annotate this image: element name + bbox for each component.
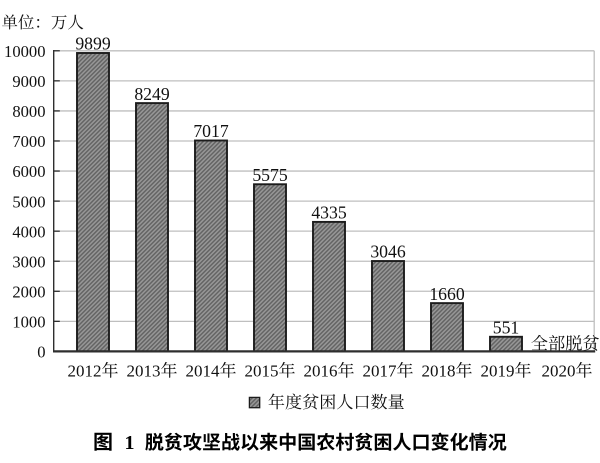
- svg-text:3000: 3000: [12, 252, 45, 271]
- svg-text:2017: 2017: [363, 361, 398, 380]
- svg-text:2012: 2012: [68, 361, 102, 380]
- svg-text:2015: 2015: [245, 361, 279, 380]
- svg-text:9000: 9000: [12, 72, 45, 91]
- svg-text:5000: 5000: [12, 192, 45, 211]
- svg-text:2014: 2014: [186, 361, 221, 380]
- svg-text:8000: 8000: [12, 102, 45, 121]
- svg-text:2020: 2020: [542, 361, 576, 380]
- svg-text:1000: 1000: [12, 313, 45, 332]
- svg-text:10000: 10000: [4, 42, 45, 61]
- svg-text:2000: 2000: [12, 282, 45, 301]
- svg-text:0: 0: [37, 343, 45, 362]
- svg-text:7017: 7017: [193, 121, 229, 141]
- svg-text:2018: 2018: [422, 361, 456, 380]
- svg-text:4335: 4335: [311, 203, 347, 223]
- svg-text:4000: 4000: [12, 222, 45, 241]
- svg-text:6000: 6000: [12, 162, 45, 181]
- svg-text:5575: 5575: [252, 165, 288, 185]
- svg-text:2013: 2013: [127, 361, 161, 380]
- svg-text:3046: 3046: [370, 242, 406, 262]
- svg-text:9899: 9899: [75, 34, 111, 54]
- svg-text:7000: 7000: [12, 132, 45, 151]
- svg-text:2016: 2016: [304, 361, 338, 380]
- svg-text:1: 1: [125, 432, 135, 454]
- svg-text:2019: 2019: [481, 361, 515, 380]
- svg-text:8249: 8249: [134, 84, 170, 104]
- svg-text:551: 551: [493, 317, 520, 337]
- svg-text:1660: 1660: [429, 284, 465, 304]
